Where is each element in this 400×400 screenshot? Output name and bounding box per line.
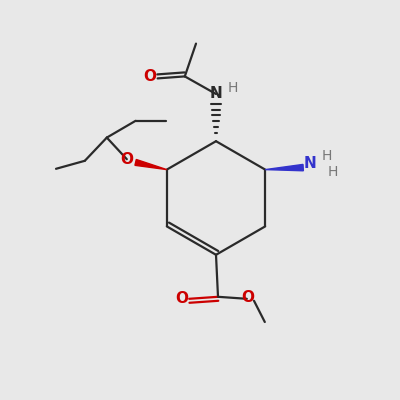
Text: O: O bbox=[176, 291, 188, 306]
Polygon shape bbox=[135, 160, 167, 170]
Text: O: O bbox=[120, 152, 133, 167]
Text: H: H bbox=[327, 166, 338, 180]
Text: N: N bbox=[304, 156, 317, 171]
Text: H: H bbox=[322, 149, 332, 163]
Text: N: N bbox=[210, 86, 222, 102]
Polygon shape bbox=[265, 164, 303, 171]
Text: O: O bbox=[143, 69, 156, 84]
Text: H: H bbox=[228, 81, 238, 95]
Text: O: O bbox=[242, 290, 254, 305]
